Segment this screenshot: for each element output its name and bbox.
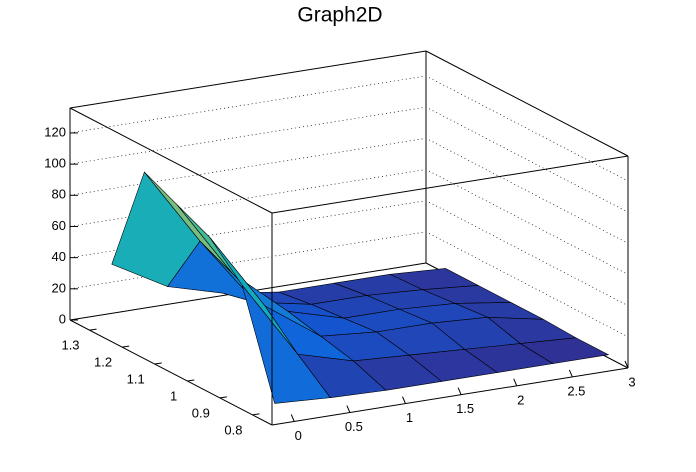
z-tick-label: 20 bbox=[52, 280, 66, 295]
z-tick-label: 80 bbox=[52, 187, 66, 202]
box-edge bbox=[69, 107, 273, 214]
z-tick-label: 100 bbox=[44, 156, 66, 171]
y-tick bbox=[89, 328, 97, 331]
z-tick-label: 40 bbox=[52, 249, 66, 264]
y-tick-label: 1 bbox=[170, 388, 177, 403]
x-tick-label: 1.5 bbox=[456, 401, 474, 416]
y-tick-label: 0.8 bbox=[224, 422, 242, 437]
surface-cell bbox=[241, 285, 331, 404]
x-axis bbox=[271, 367, 629, 426]
box-edge bbox=[425, 50, 629, 157]
y-tick bbox=[154, 362, 162, 365]
x-tick-label: 3 bbox=[628, 374, 635, 389]
y-tick bbox=[187, 379, 195, 382]
x-tick bbox=[513, 378, 518, 387]
z-tick-label: 120 bbox=[44, 124, 66, 139]
x-tick bbox=[402, 396, 406, 404]
x-tick bbox=[346, 405, 351, 413]
x-tick-label: 0 bbox=[295, 428, 302, 443]
y-tick bbox=[252, 413, 260, 416]
x-tick-label: 2 bbox=[517, 392, 524, 407]
z-tick-label: 60 bbox=[52, 218, 66, 233]
x-tick bbox=[624, 360, 629, 369]
x-tick bbox=[290, 414, 295, 422]
x-tick-label: 0.5 bbox=[345, 419, 363, 434]
grid-line bbox=[69, 106, 629, 213]
z-tick-label: 0 bbox=[59, 311, 66, 326]
x-tick-label: 2.5 bbox=[567, 383, 585, 398]
x-tick bbox=[568, 369, 573, 378]
y-tick-label: 1.3 bbox=[61, 338, 79, 353]
grid-line bbox=[69, 75, 629, 182]
y-axis bbox=[69, 319, 273, 426]
y-tick-label: 0.9 bbox=[192, 405, 210, 420]
grid-line bbox=[69, 169, 629, 275]
y-tick-label: 1.1 bbox=[127, 371, 145, 386]
x-tick-label: 1 bbox=[406, 410, 413, 425]
y-tick-label: 1.2 bbox=[94, 355, 112, 370]
x-tick bbox=[457, 387, 462, 395]
chart-title: Graph2D bbox=[297, 4, 382, 27]
box-edge bbox=[271, 155, 629, 214]
y-tick bbox=[122, 345, 130, 348]
y-tick bbox=[219, 396, 227, 399]
grid-line bbox=[69, 137, 629, 244]
box-edge bbox=[69, 50, 427, 109]
